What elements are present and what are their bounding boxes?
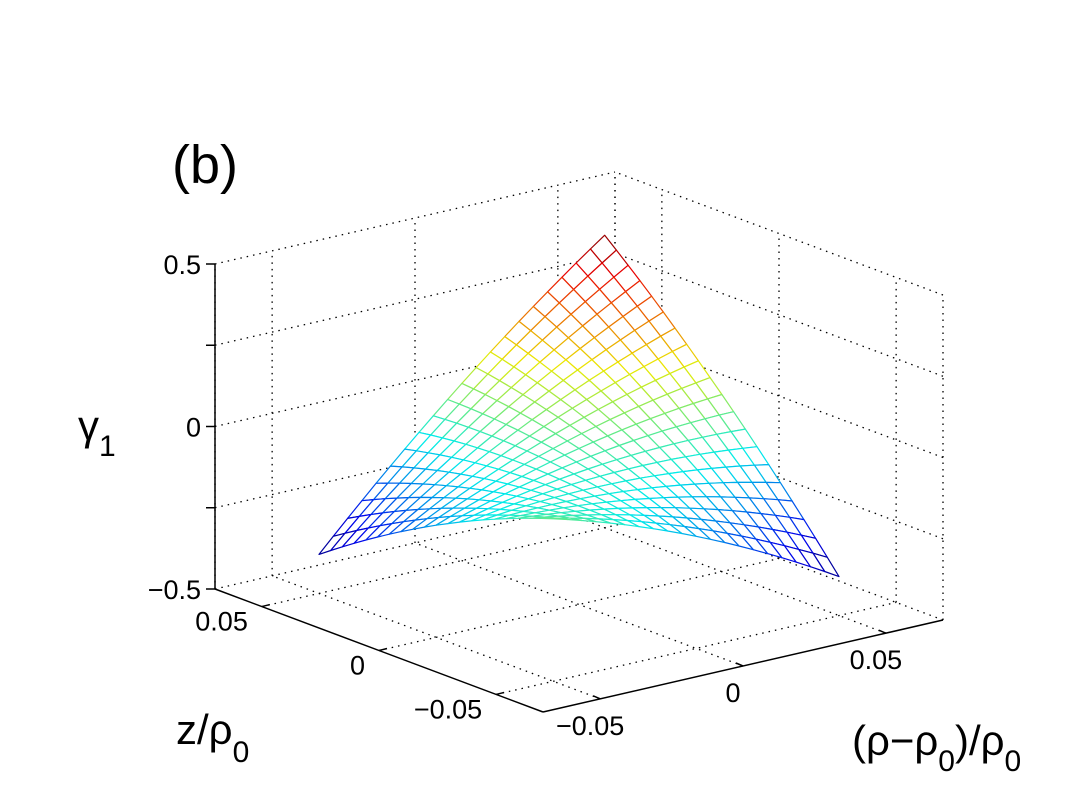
z-tick-label: 0.5	[163, 250, 201, 280]
y-axis-label: z/ρ0	[176, 706, 249, 769]
grid-line	[378, 557, 780, 652]
y-tick-label: −0.05	[414, 694, 482, 724]
x-axis-label: (ρ−ρ0)/ρ0	[852, 717, 1021, 778]
z-tick-label: −0.5	[148, 575, 201, 605]
x-tick	[735, 662, 744, 667]
grid-line	[495, 601, 897, 696]
x-tick-label: −0.05	[556, 711, 624, 741]
z-tick-label: 0	[186, 413, 201, 443]
axis-lines	[206, 263, 944, 713]
x-tick-label: 0	[725, 678, 740, 708]
x-tick-label: 0.05	[850, 645, 903, 675]
y-tick-label: 0	[350, 651, 365, 681]
y-tick-label: 0.05	[195, 607, 248, 637]
y-tick	[378, 647, 388, 652]
mesh-cell	[540, 517, 569, 521]
x-tick	[878, 629, 887, 634]
z-axis-label: γ1	[78, 402, 116, 463]
grid-line	[414, 542, 744, 667]
panel-label: (b)	[172, 135, 238, 195]
y-tick	[261, 603, 271, 608]
y-tick	[495, 691, 505, 696]
grid-line	[261, 513, 663, 608]
x-tick	[592, 695, 601, 700]
surface-mesh	[318, 234, 840, 578]
